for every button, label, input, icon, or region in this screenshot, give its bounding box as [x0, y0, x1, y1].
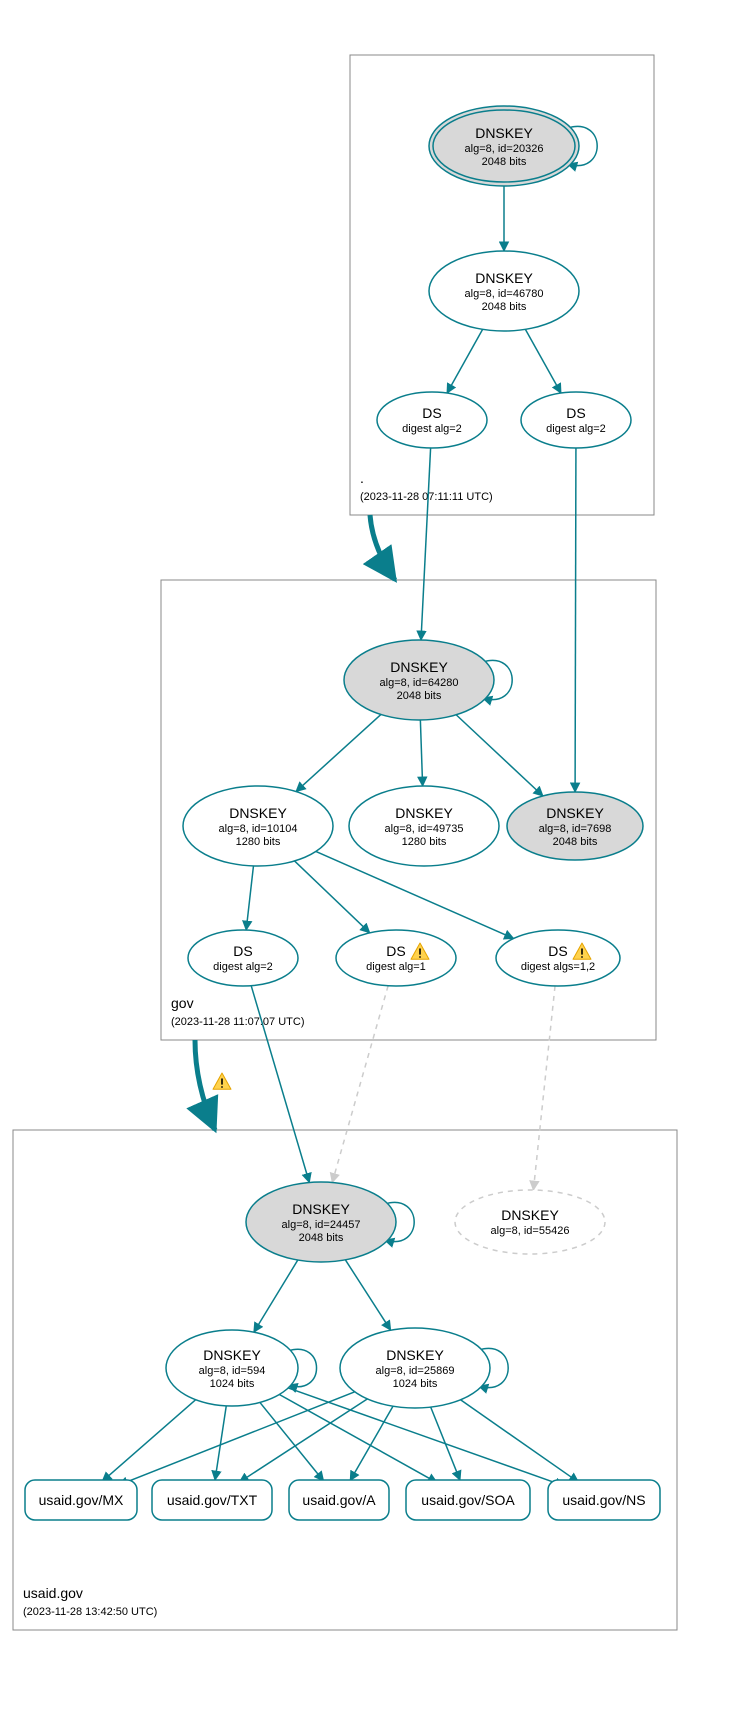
- svg-text:alg=8, id=64280: alg=8, id=64280: [380, 677, 459, 689]
- node-gov-ds2: DS digest alg=1: [336, 930, 456, 986]
- svg-text:DS: DS: [386, 943, 405, 959]
- svg-text:DNSKEY: DNSKEY: [475, 270, 533, 286]
- rrset-rr-mx: usaid.gov/MX: [25, 1480, 137, 1520]
- svg-text:usaid.gov/NS: usaid.gov/NS: [562, 1492, 645, 1508]
- node-gov-zsk2: DNSKEY alg=8, id=497351280 bits: [349, 786, 499, 866]
- edge: [421, 448, 431, 640]
- node-gov-ds1: DS digest alg=2: [188, 930, 298, 986]
- svg-text:.: .: [360, 470, 364, 486]
- node-usaid-zsk1: DNSKEY alg=8, id=5941024 bits: [166, 1330, 298, 1406]
- svg-text:2048 bits: 2048 bits: [553, 836, 598, 848]
- svg-text:digest algs=1,2: digest algs=1,2: [521, 961, 595, 973]
- edge: [296, 714, 381, 791]
- node-usaid-zsk2: DNSKEY alg=8, id=258691024 bits: [340, 1328, 490, 1408]
- svg-text:usaid.gov/MX: usaid.gov/MX: [39, 1492, 124, 1508]
- svg-text:DNSKEY: DNSKEY: [501, 1207, 559, 1223]
- node-gov-key3: DNSKEY alg=8, id=76982048 bits: [507, 792, 643, 860]
- svg-text:1280 bits: 1280 bits: [402, 836, 447, 848]
- edge: [431, 1407, 460, 1480]
- node-usaid-ksk: DNSKEY alg=8, id=244572048 bits: [246, 1182, 396, 1262]
- svg-text:DS: DS: [566, 405, 585, 421]
- svg-text:alg=8, id=46780: alg=8, id=46780: [465, 288, 544, 300]
- edge: [254, 1260, 298, 1332]
- svg-text:digest alg=2: digest alg=2: [402, 423, 462, 435]
- svg-text:alg=8, id=20326: alg=8, id=20326: [465, 143, 544, 155]
- svg-text:digest alg=1: digest alg=1: [366, 961, 426, 973]
- svg-text:DS: DS: [422, 405, 441, 421]
- svg-text:usaid.gov/SOA: usaid.gov/SOA: [421, 1492, 515, 1508]
- svg-text:DS: DS: [233, 943, 252, 959]
- svg-text:(2023-11-28 13:42:50 UTC): (2023-11-28 13:42:50 UTC): [23, 1606, 157, 1618]
- edge: [525, 329, 561, 393]
- edge: [533, 986, 555, 1190]
- svg-text:2048 bits: 2048 bits: [299, 1232, 344, 1244]
- svg-text:2048 bits: 2048 bits: [397, 690, 442, 702]
- delegation-edge: [370, 515, 395, 580]
- svg-text:alg=8, id=7698: alg=8, id=7698: [539, 823, 612, 835]
- edge: [420, 720, 422, 786]
- svg-text:alg=8, id=594: alg=8, id=594: [199, 1365, 266, 1377]
- edge: [332, 986, 388, 1183]
- svg-text:2048 bits: 2048 bits: [482, 156, 527, 168]
- node-usaid-key-ghost: DNSKEY alg=8, id=55426: [455, 1190, 605, 1254]
- edge: [246, 866, 253, 930]
- svg-text:DNSKEY: DNSKEY: [390, 659, 448, 675]
- delegation-edge: [195, 1040, 215, 1130]
- node-root-ds2: DS digest alg=2: [521, 392, 631, 448]
- svg-text:alg=8, id=10104: alg=8, id=10104: [219, 823, 298, 835]
- svg-text:DNSKEY: DNSKEY: [203, 1347, 261, 1363]
- svg-text:alg=8, id=25869: alg=8, id=25869: [376, 1365, 455, 1377]
- svg-text:digest alg=2: digest alg=2: [546, 423, 606, 435]
- node-root-zsk: DNSKEY alg=8, id=467802048 bits: [429, 251, 579, 331]
- node-root-ds1: DS digest alg=2: [377, 392, 487, 448]
- warning-icon: [213, 1073, 231, 1089]
- svg-text:DNSKEY: DNSKEY: [292, 1201, 350, 1217]
- svg-text:alg=8, id=49735: alg=8, id=49735: [385, 823, 464, 835]
- node-root-ksk: DNSKEY alg=8, id=203262048 bits: [429, 106, 579, 186]
- svg-text:1024 bits: 1024 bits: [393, 1378, 438, 1390]
- svg-text:2048 bits: 2048 bits: [482, 301, 527, 313]
- svg-text:usaid.gov/A: usaid.gov/A: [302, 1492, 376, 1508]
- edge: [447, 329, 483, 393]
- rrset-rr-txt: usaid.gov/TXT: [152, 1480, 272, 1520]
- svg-text:usaid.gov/TXT: usaid.gov/TXT: [167, 1492, 258, 1508]
- svg-text:DS: DS: [548, 943, 567, 959]
- svg-text:1280 bits: 1280 bits: [236, 836, 281, 848]
- rrset-rr-soa: usaid.gov/SOA: [406, 1480, 530, 1520]
- edge: [456, 715, 543, 796]
- node-gov-ds3: DS digest algs=1,2: [496, 930, 620, 986]
- edge: [345, 1260, 390, 1330]
- svg-text:DNSKEY: DNSKEY: [386, 1347, 444, 1363]
- rrset-rr-a: usaid.gov/A: [289, 1480, 389, 1520]
- svg-text:usaid.gov: usaid.gov: [23, 1585, 83, 1601]
- edge: [102, 1400, 196, 1482]
- node-gov-ksk: DNSKEY alg=8, id=642802048 bits: [344, 640, 494, 720]
- svg-text:DNSKEY: DNSKEY: [229, 805, 287, 821]
- svg-text:DNSKEY: DNSKEY: [475, 125, 533, 141]
- edge: [295, 861, 370, 933]
- svg-text:1024 bits: 1024 bits: [210, 1378, 255, 1390]
- svg-text:alg=8, id=55426: alg=8, id=55426: [491, 1225, 570, 1237]
- svg-text:gov: gov: [171, 995, 194, 1011]
- svg-text:DNSKEY: DNSKEY: [546, 805, 604, 821]
- svg-text:(2023-11-28 07:11:11 UTC): (2023-11-28 07:11:11 UTC): [360, 491, 493, 503]
- rrset-rr-ns: usaid.gov/NS: [548, 1480, 660, 1520]
- svg-text:DNSKEY: DNSKEY: [395, 805, 453, 821]
- svg-text:digest alg=2: digest alg=2: [213, 961, 273, 973]
- svg-text:(2023-11-28 11:07:07 UTC): (2023-11-28 11:07:07 UTC): [171, 1016, 305, 1028]
- node-gov-zsk1: DNSKEY alg=8, id=101041280 bits: [183, 786, 333, 866]
- edge: [575, 448, 576, 792]
- svg-text:alg=8, id=24457: alg=8, id=24457: [282, 1219, 361, 1231]
